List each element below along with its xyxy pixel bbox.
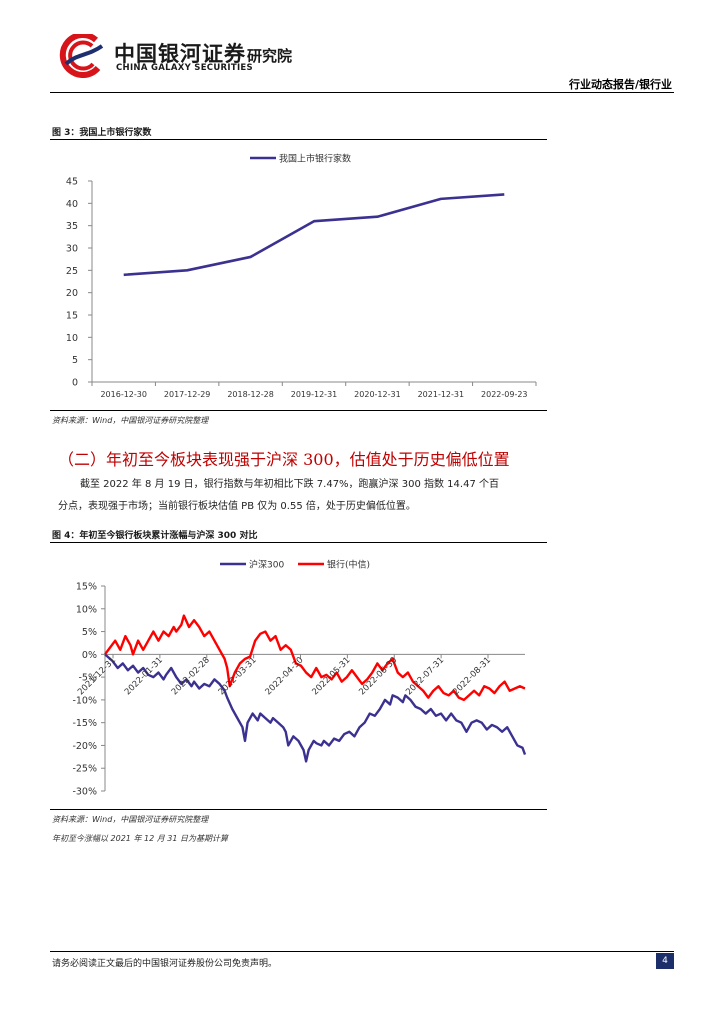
chart2-legend-label-bank: 银行(中信) (327, 559, 370, 571)
chart2-y-tick-label: -25% (72, 764, 97, 775)
chart2-legend-label-hs300: 沪深300 (249, 559, 284, 571)
chart2-y-tick-label: -5% (79, 673, 98, 684)
body-paragraph-line1: 截至 2022 年 8 月 19 日，银行指数与年初相比下跌 7.47%，跑赢沪… (80, 479, 499, 490)
company-name-cn: 中国银河证券 (114, 42, 246, 66)
chart2-y-tick-label: 15% (76, 582, 97, 593)
chart1-y-tick-label: 30 (66, 244, 78, 255)
chart1-x-tick-label: 2020-12-31 (354, 390, 401, 399)
chart1-legend: 我国上市银行家数 (250, 153, 351, 165)
chart1-series (123, 193, 505, 277)
chart2-x-tick-label: 2022-06-30 (357, 655, 399, 697)
section-heading: （二）年初至今板块表现强于沪深 300，估值处于历史偏低位置 (58, 450, 510, 469)
chart1-x-tick-label: 2017-12-29 (164, 390, 211, 399)
chart2-y-tick-label: -10% (72, 695, 97, 706)
page-number: 4 (656, 953, 674, 969)
bank-vs-hs300-chart: 15% 10% 5% 0% -5% -10% -15% -20% -25% -30% 2021-1… (72, 559, 527, 798)
chart1-x-tick-label: 2021-12-31 (418, 390, 465, 399)
institute-name: 研究院 (247, 47, 293, 65)
chart2-x-tick-label: 2022-04-30 (264, 655, 306, 697)
chart1-x-tick-labels: 2016-12-30 2017-12-29 2018-12-28 2019-12-31… (100, 390, 527, 399)
figure3-top-rule (50, 139, 547, 140)
chart2-y-tick-labels: 15% 10% 5% 0% -5% -10% -15% -20% -25% -30% (72, 582, 97, 798)
chart2-y-tick-label: -20% (72, 741, 97, 752)
chart2-y-tick-label: -30% (72, 787, 97, 798)
chart2-series (104, 614, 527, 763)
chart1-x-tick-label: 2018-12-28 (227, 390, 273, 399)
chart1-y-tick-label: 0 (72, 378, 78, 389)
figure4-title: 图 4：年初至今银行板块累计涨幅与沪深 300 对比 (52, 531, 258, 541)
chart2-y-tick-label: 5% (82, 627, 97, 638)
chart1-y-tick-label: 35 (66, 221, 78, 232)
disclaimer-text: 请务必阅读正文最后的中国银河证券股份公司免责声明。 (52, 959, 278, 969)
chart1-x-tick-label: 2019-12-31 (291, 390, 338, 399)
figure4-source: 资料来源：Wind，中国银河证券研究院整理 (52, 815, 209, 824)
chart2-hs300-line (104, 653, 527, 763)
chart2-y-tick-label: 0% (82, 650, 97, 661)
chart1-legend-label: 我国上市银行家数 (279, 153, 351, 165)
figure3-source: 资料来源：Wind，中国银河证券研究院整理 (52, 416, 209, 425)
chart1-x-tick-label: 2016-12-30 (100, 390, 147, 399)
chart1-y-tick-label: 15 (66, 311, 78, 322)
chart2-bank-line (104, 614, 526, 702)
chart1-axes (88, 180, 537, 386)
chart2-legend: 沪深300 银行(中信) (220, 559, 370, 571)
chart1-y-tick-label: 40 (66, 199, 78, 210)
chart1-y-tick-labels: 45 40 35 30 25 20 15 10 5 0 (66, 177, 78, 389)
chart1-y-tick-label: 45 (66, 177, 78, 188)
figure3-bottom-rule (50, 410, 547, 411)
chart1-y-tick-label: 25 (66, 266, 78, 277)
chart2-y-tick-label: 10% (76, 604, 97, 615)
header-divider (50, 92, 674, 93)
chart1-y-tick-label: 10 (66, 333, 78, 344)
chart1-y-tick-label: 5 (72, 355, 78, 366)
chart2-x-tick-label: 2022-03-31 (217, 655, 259, 697)
company-name-en: CHINA GALAXY SECURITIES (116, 63, 253, 73)
chart2-y-tick-label: -15% (72, 718, 97, 729)
chart1-series-line (123, 193, 505, 277)
figure4-bottom-rule (50, 809, 547, 810)
report-type: 行业动态报告/银行业 (568, 78, 672, 91)
figure4-top-rule (50, 542, 547, 543)
chart2-axes (101, 585, 525, 792)
figure4-note: 年初至今涨幅以 2021 年 12 月 31 日为基期计算 (52, 834, 228, 843)
chart2-x-tick-labels: 2021-12-31 2022-01-31 2022-02-28 2022-03-31… (76, 655, 493, 697)
figure3-title: 图 3：我国上市银行家数 (52, 128, 152, 138)
footer-divider (50, 951, 674, 952)
galaxy-logo-icon (59, 34, 104, 78)
chart1-y-tick-label: 20 (66, 288, 78, 299)
chart2-x-tick-label: 2022-01-31 (123, 655, 165, 697)
chart1-x-tick-label: 2022-09-23 (481, 390, 528, 399)
body-paragraph-line2: 分点，表现强于市场；当前银行板块估值 PB 仅为 0.55 倍，处于历史偏低位置… (58, 501, 416, 512)
